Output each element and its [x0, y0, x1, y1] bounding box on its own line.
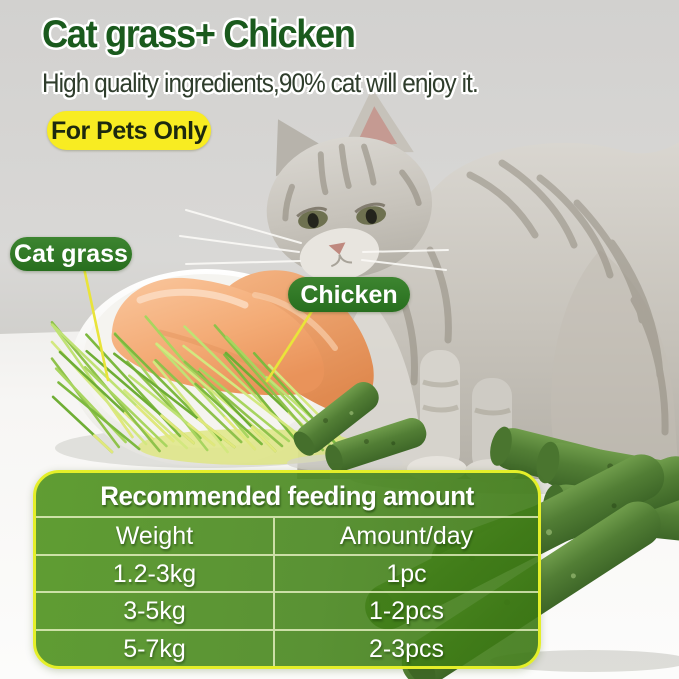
weight-cell: 3-5kg	[36, 591, 273, 629]
page-title: Cat grass+ Chicken	[42, 13, 356, 56]
cat-head	[266, 88, 433, 282]
callout-lines	[82, 266, 314, 383]
page-subtitle: High quality ingredients,90% cat will en…	[42, 68, 479, 98]
chew-sticks-small	[287, 382, 427, 472]
food-bowl	[50, 269, 374, 468]
amount-cell: 1-2pcs	[272, 591, 538, 629]
feeding-table-grid: Weight Amount/day 1.2-3kg 1pc 3-5kg 1-2p…	[36, 516, 538, 666]
chicken-label: Chicken	[288, 277, 410, 312]
cat-photo	[179, 88, 679, 494]
column-header-amount: Amount/day	[272, 516, 538, 554]
weight-cell: 5-7kg	[36, 628, 273, 667]
column-header-weight: Weight	[36, 516, 273, 554]
cat-grass-callout-line	[82, 266, 110, 382]
feeding-table: Recommended feeding amount Weight Amount…	[33, 470, 541, 669]
amount-cell: 2-3pcs	[272, 628, 538, 666]
amount-cell: 1pc	[272, 553, 538, 591]
pets-only-badge: For Pets Only	[47, 111, 211, 150]
feeding-table-title: Recommended feeding amount	[100, 481, 474, 511]
cat-grass-label: Cat grass	[10, 237, 132, 271]
weight-cell: 1.2-3kg	[36, 553, 273, 592]
chicken-callout-line	[265, 309, 314, 383]
cat-grass-photo	[50, 315, 352, 454]
whiskers	[179, 209, 449, 271]
